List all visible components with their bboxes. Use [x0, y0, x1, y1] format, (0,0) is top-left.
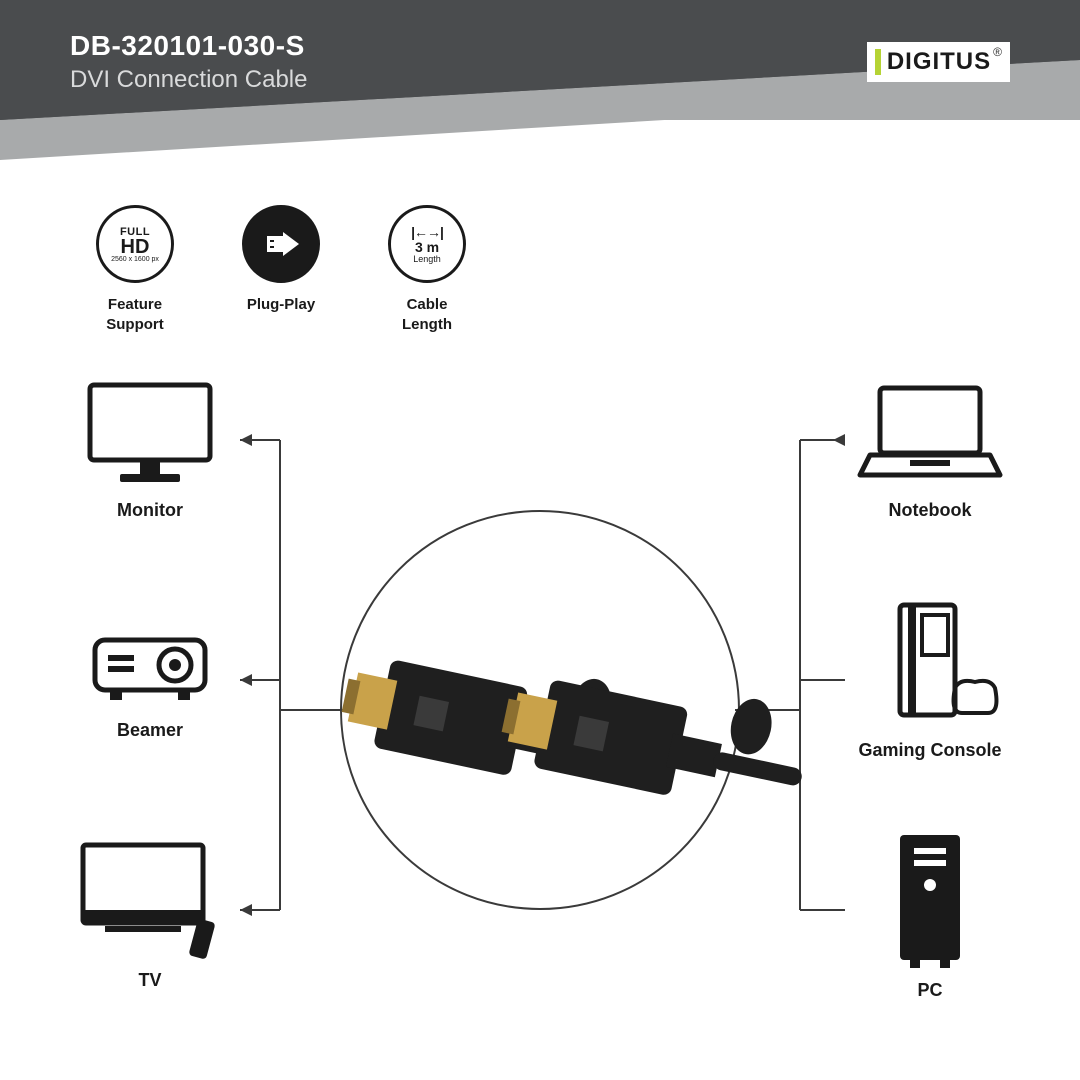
- laptop-icon: [855, 380, 1005, 490]
- feature-label: Plug-Play: [247, 295, 315, 315]
- device-notebook: Notebook: [850, 380, 1010, 521]
- feature-label: FeatureSupport: [106, 295, 164, 334]
- feature-row: FULL HD 2560 x 1600 px FeatureSupport Pl…: [85, 205, 477, 334]
- console-icon: [860, 600, 1000, 730]
- length-arrow: |←→|: [411, 224, 443, 240]
- device-tv: TV: [70, 840, 230, 991]
- title-block: DB-320101-030-S DVI Connection Cable: [70, 30, 307, 94]
- length-value: 3 m: [415, 240, 439, 254]
- feature-length: |←→| 3 m Length CableLength: [377, 205, 477, 334]
- length-icon: |←→| 3 m Length: [388, 205, 466, 283]
- projector-icon: [80, 620, 220, 710]
- header-banner: DB-320101-030-S DVI Connection Cable DIG…: [0, 0, 1080, 155]
- product-circle: [340, 510, 740, 910]
- device-console: Gaming Console: [850, 600, 1010, 761]
- device-beamer: Beamer: [70, 620, 230, 741]
- device-label: TV: [138, 970, 161, 991]
- registered-mark: ®: [993, 45, 1002, 59]
- device-label: Notebook: [889, 500, 972, 521]
- pc-tower-icon: [880, 830, 980, 970]
- fullhd-line3: 2560 x 1600 px: [111, 256, 159, 263]
- fullhd-icon: FULL HD 2560 x 1600 px: [96, 205, 174, 283]
- brand-logo: DIGITUS ®: [867, 42, 1010, 82]
- length-label: Length: [413, 254, 441, 264]
- fullhd-line2: HD: [121, 238, 150, 256]
- product-subtitle: DVI Connection Cable: [70, 66, 307, 94]
- product-sku: DB-320101-030-S: [70, 30, 307, 62]
- connection-diagram: Monitor Beamer TV Notebook: [0, 360, 1080, 1060]
- tv-icon: [75, 840, 225, 960]
- brand-name: DIGITUS: [887, 48, 991, 76]
- device-label: Gaming Console: [858, 740, 1001, 761]
- device-monitor: Monitor: [70, 380, 230, 521]
- feature-fullhd: FULL HD 2560 x 1600 px FeatureSupport: [85, 205, 185, 334]
- device-label: PC: [917, 980, 942, 1001]
- feature-label: CableLength: [402, 295, 452, 334]
- plug-icon: [259, 222, 303, 266]
- dvi-cable-icon: [330, 500, 750, 920]
- monitor-icon: [80, 380, 220, 490]
- device-pc: PC: [850, 830, 1010, 1001]
- feature-plugplay: Plug-Play: [231, 205, 331, 334]
- device-label: Beamer: [117, 720, 183, 741]
- brand-accent-bar: [875, 49, 881, 75]
- device-label: Monitor: [117, 500, 183, 521]
- plugplay-icon: [242, 205, 320, 283]
